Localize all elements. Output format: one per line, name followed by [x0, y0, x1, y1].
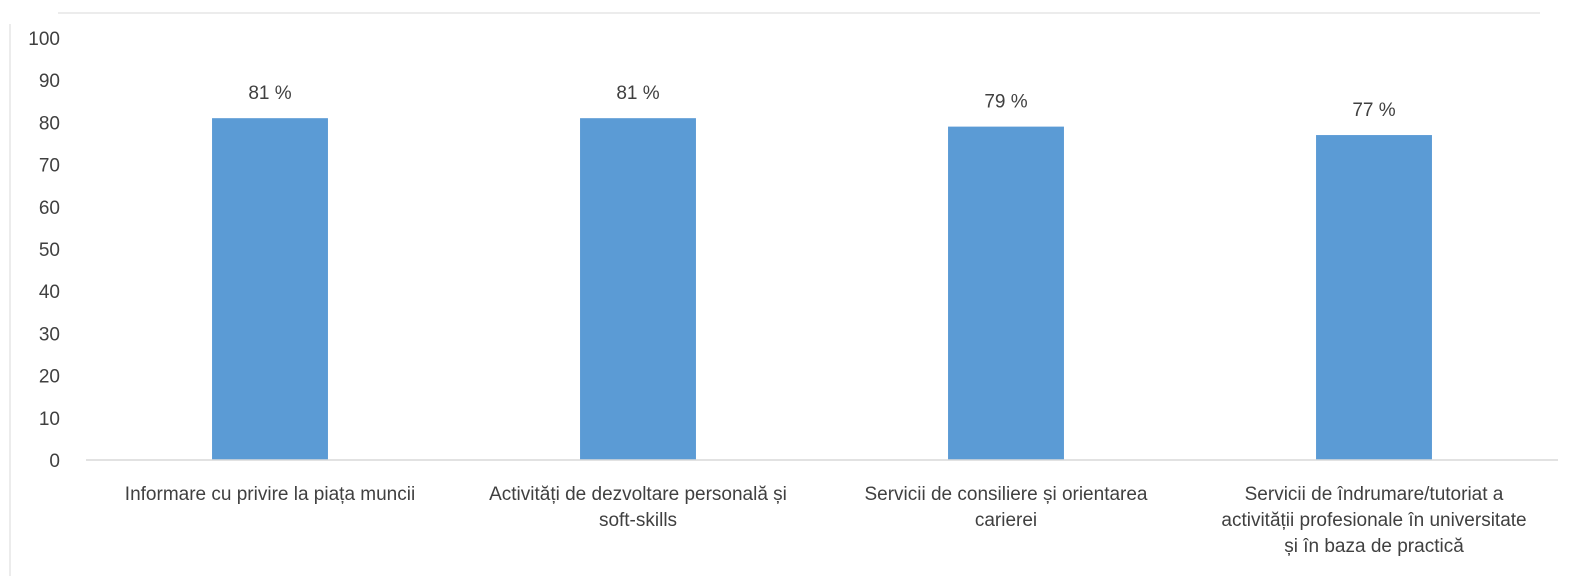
- data-label: 77 %: [1352, 100, 1395, 121]
- x-category-label-line: și în baza de practică: [1284, 536, 1464, 557]
- y-tick-label: 60: [39, 198, 60, 219]
- x-category-label-line: Servicii de consiliere și orientarea: [864, 484, 1147, 505]
- y-tick-label: 100: [28, 29, 60, 50]
- data-label: 81 %: [616, 83, 659, 104]
- y-tick-label: 70: [39, 156, 60, 177]
- bar: [948, 126, 1064, 461]
- bar: [212, 118, 328, 461]
- x-category-label: Servicii de îndrumare/tutoriat a activită…: [1221, 484, 1526, 557]
- x-category-label: Servicii de consiliere și orientarea cari…: [864, 484, 1147, 531]
- y-tick-label: 50: [39, 240, 60, 261]
- y-axis: 0 10 20 30 40 50 60 70 80 90 100: [28, 29, 60, 472]
- data-label: 79 %: [984, 92, 1027, 113]
- bar: [1316, 135, 1432, 460]
- x-category-label-line: Activități de dezvoltare personală și: [489, 484, 787, 505]
- x-category-label-line: soft-skills: [599, 510, 677, 531]
- bars: [212, 118, 1432, 461]
- y-tick-label: 90: [39, 71, 60, 92]
- x-axis: Informare cu privire la piața muncii Acti…: [125, 484, 1527, 557]
- data-label: 81 %: [248, 83, 291, 104]
- x-category-label: Informare cu privire la piața muncii: [125, 484, 415, 505]
- x-category-label: Activități de dezvoltare personală și sof…: [489, 484, 787, 531]
- x-category-label-line: Informare cu privire la piața muncii: [125, 484, 415, 505]
- y-tick-label: 30: [39, 324, 60, 345]
- x-category-label-line: Servicii de îndrumare/tutoriat a: [1245, 484, 1504, 505]
- y-tick-label: 40: [39, 282, 60, 303]
- bar: [580, 118, 696, 461]
- data-labels: 81 % 81 % 79 % 77 %: [248, 83, 1395, 121]
- x-category-label-line: carierei: [975, 510, 1037, 531]
- y-tick-label: 80: [39, 113, 60, 134]
- y-tick-label: 0: [49, 451, 60, 472]
- y-tick-label: 20: [39, 367, 60, 388]
- x-category-label-line: activității profesionale în universitate: [1221, 510, 1526, 531]
- y-tick-label: 10: [39, 409, 60, 430]
